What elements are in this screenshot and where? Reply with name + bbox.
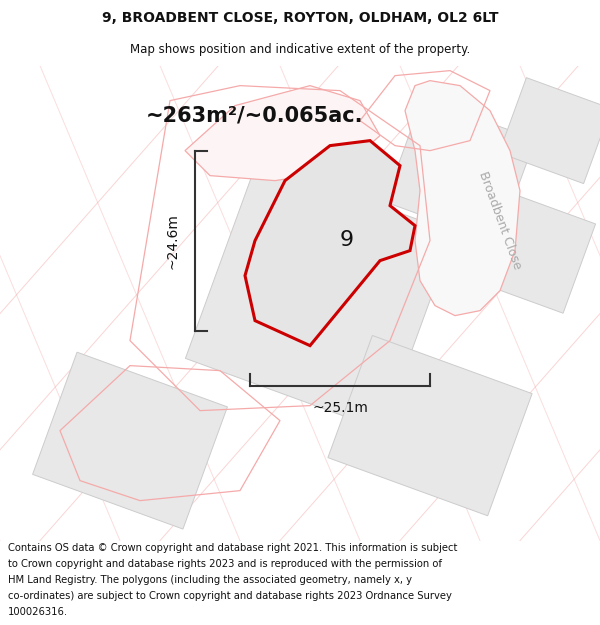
- Text: Map shows position and indicative extent of the property.: Map shows position and indicative extent…: [130, 42, 470, 56]
- Text: Contains OS data © Crown copyright and database right 2021. This information is : Contains OS data © Crown copyright and d…: [8, 543, 457, 553]
- Polygon shape: [245, 141, 415, 346]
- Polygon shape: [185, 161, 455, 430]
- Text: ~263m²/~0.065ac.: ~263m²/~0.065ac.: [146, 106, 364, 126]
- Text: ~24.6m: ~24.6m: [166, 213, 180, 269]
- Text: 9, BROADBENT CLOSE, ROYTON, OLDHAM, OL2 6LT: 9, BROADBENT CLOSE, ROYTON, OLDHAM, OL2 …: [102, 11, 498, 26]
- Polygon shape: [385, 98, 535, 243]
- Polygon shape: [464, 188, 596, 313]
- Text: co-ordinates) are subject to Crown copyright and database rights 2023 Ordnance S: co-ordinates) are subject to Crown copyr…: [8, 591, 452, 601]
- Polygon shape: [328, 336, 532, 516]
- Text: 9: 9: [340, 230, 354, 250]
- Text: HM Land Registry. The polygons (including the associated geometry, namely x, y: HM Land Registry. The polygons (includin…: [8, 575, 412, 585]
- Polygon shape: [32, 352, 227, 529]
- Text: ~25.1m: ~25.1m: [312, 401, 368, 414]
- Polygon shape: [185, 86, 380, 181]
- Text: to Crown copyright and database rights 2023 and is reproduced with the permissio: to Crown copyright and database rights 2…: [8, 559, 442, 569]
- Polygon shape: [499, 78, 600, 184]
- Text: 100026316.: 100026316.: [8, 608, 68, 618]
- Text: Broadbent Close: Broadbent Close: [476, 170, 524, 271]
- Polygon shape: [405, 81, 520, 316]
